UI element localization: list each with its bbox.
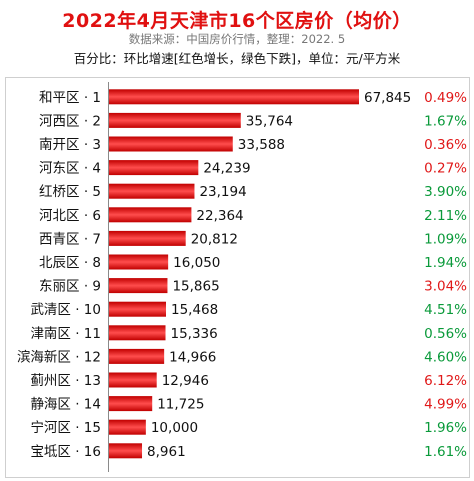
change-label: 3.04% <box>424 279 467 295</box>
change-label: 0.56% <box>424 326 467 342</box>
chart-note: 百分比：环比增速[红色增长，绿色下跌]，单位：元/平方米 <box>73 51 401 66</box>
change-label: 1.96% <box>424 420 467 436</box>
value-label: 35,764 <box>246 113 293 129</box>
category-label: 静海区 · 14 <box>30 397 101 413</box>
bar <box>109 254 169 270</box>
category-label: 河西区 · 2 <box>39 113 101 129</box>
change-label: 4.51% <box>424 302 467 318</box>
category-label: 宝坻区 · 16 <box>30 444 101 460</box>
category-label: 和平区 · 1 <box>39 90 101 106</box>
value-label: 20,812 <box>191 231 238 247</box>
value-label: 8,961 <box>147 444 186 460</box>
bar <box>109 278 168 294</box>
bar <box>109 348 165 364</box>
bar <box>109 443 143 459</box>
category-label: 红桥区 · 5 <box>39 184 101 200</box>
change-label: 0.27% <box>424 161 467 177</box>
category-label: 蓟州区 · 13 <box>30 373 101 389</box>
category-label: 河东区 · 4 <box>39 161 101 177</box>
bar <box>109 372 157 388</box>
bar <box>109 396 153 412</box>
bar <box>109 160 199 176</box>
bar <box>109 325 166 341</box>
bar <box>109 136 233 152</box>
change-label: 6.12% <box>424 373 467 389</box>
category-label: 宁河区 · 15 <box>30 419 101 436</box>
bar <box>109 419 146 435</box>
category-label: 滨海新区 · 12 <box>17 349 101 365</box>
change-label: 0.49% <box>424 90 467 106</box>
category-label: 南开区 · 3 <box>39 137 101 153</box>
change-label: 0.36% <box>424 137 467 153</box>
category-label: 西青区 · 7 <box>39 231 101 247</box>
value-label: 12,946 <box>162 373 209 389</box>
bar <box>109 89 359 105</box>
bar <box>109 207 192 223</box>
category-label: 东丽区 · 9 <box>39 279 101 295</box>
bar <box>109 230 186 246</box>
value-label: 15,468 <box>171 302 218 318</box>
value-label: 67,845 <box>364 90 411 106</box>
value-label: 23,194 <box>199 184 246 200</box>
change-label: 2.11% <box>424 208 467 224</box>
chart-frame <box>5 77 470 478</box>
chart-title: 2022年4月天津市16个区房价（均价） <box>62 10 412 32</box>
change-label: 4.60% <box>424 349 467 365</box>
value-label: 11,725 <box>157 397 204 413</box>
category-label: 北辰区 · 8 <box>39 255 101 271</box>
bar <box>109 112 241 128</box>
value-label: 16,050 <box>173 255 220 271</box>
category-label: 武清区 · 10 <box>30 302 101 318</box>
change-label: 1.61% <box>424 444 467 460</box>
data-source: 数据来源：中国房价行情，整理：2022. 5 <box>128 32 346 46</box>
change-label: 3.90% <box>424 184 467 200</box>
value-label: 24,239 <box>203 161 250 177</box>
value-label: 15,336 <box>171 326 218 342</box>
change-label: 1.67% <box>424 113 467 129</box>
change-label: 1.09% <box>424 231 467 247</box>
category-axis-line <box>108 82 109 472</box>
category-label: 津南区 · 11 <box>30 326 101 342</box>
bar <box>109 301 166 317</box>
value-label: 33,588 <box>238 137 285 153</box>
value-label: 14,966 <box>169 349 216 365</box>
change-label: 1.94% <box>424 255 467 271</box>
value-label: 15,865 <box>172 279 219 295</box>
bar <box>109 183 195 199</box>
category-label: 河北区 · 6 <box>39 208 101 224</box>
change-label: 4.99% <box>424 397 467 413</box>
value-label: 22,364 <box>196 208 243 224</box>
value-label: 10,000 <box>151 420 198 436</box>
